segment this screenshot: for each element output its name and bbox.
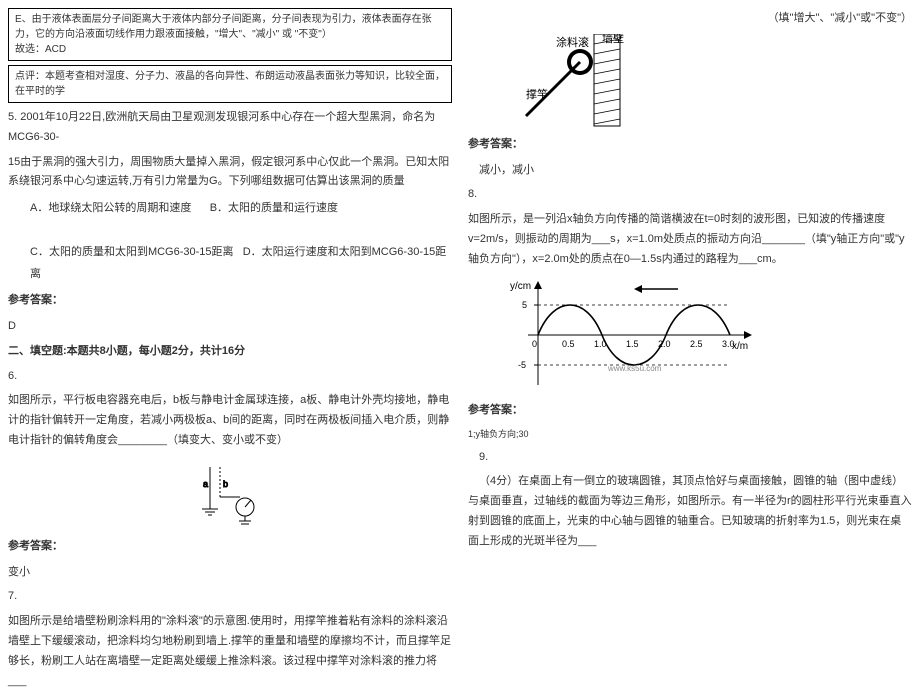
q5-options: A．地球绕太阳公转的周期和速度 B．太阳的质量和运行速度 C．太阳的质量和太阳到… (8, 197, 452, 285)
box-comment: 点评：本题考查相对湿度、分子力、液晶的各向异性、布朗运动液晶表面张力等知识，比较… (8, 65, 452, 103)
left-column: E、由于液体表面层分子间距离大于液体内部分子间距离，分子间表现为引力，液体表面存… (8, 4, 452, 696)
q5-stem-b: 15由于黑洞的强大引力，周围物质大量掉入黑洞，假定银河系中心仅此一个黑洞。已知太… (8, 153, 452, 193)
section-2-title: 二、填空题:本题共8小题，每小题2分，共计16分 (8, 342, 452, 362)
xt2: 1.5 (626, 339, 639, 349)
opt-a: A．地球绕太阳公转的周期和速度 (30, 202, 191, 214)
q8-stem: 如图所示，是一列沿x轴负方向传播的简谐横波在t=0时刻的波形图，已知波的传播速度… (468, 210, 912, 269)
wave-figure: y/cm x/m 5 -5 0.5 1.0 1.5 2.0 2.5 3.0 (498, 275, 758, 395)
ans-7: 减小，减小 (468, 161, 912, 181)
xt5: 3.0 (722, 339, 735, 349)
box-explain: E、由于液体表面层分子间距离大于液体内部分子间距离，分子间表现为引力，液体表面存… (8, 8, 452, 61)
ans-5: D (8, 317, 452, 337)
xt0: 0.5 (562, 339, 575, 349)
xt4: 2.5 (690, 339, 703, 349)
q7-number: 7. (8, 587, 452, 607)
q9-number: 9. (468, 448, 912, 468)
svg-text:0: 0 (532, 339, 537, 349)
ytick-pos: 5 (522, 300, 527, 310)
roller-label: 涂料滚 (556, 35, 589, 49)
q5-stem-a: 5. 2001年10月22日,欧洲航天局由卫星观测发现银河系中心存在一个超大型黑… (8, 108, 452, 148)
ref-ans-7-label: 参考答案： (468, 135, 912, 155)
roller-figure: 涂料滚 墙壁 撑竿 (508, 34, 628, 129)
ref-ans-6-label: 参考答案： (8, 537, 452, 557)
q9-stem: （4分）在桌面上有一倒立的玻璃圆锥，其顶点恰好与桌面接触，圆锥的轴（图中虚线）与… (468, 472, 912, 551)
ref-ans-5-label: 参考答案： (8, 291, 452, 311)
q6-number: 6. (8, 367, 452, 387)
ans-8: 1;y轴负方向;30 (468, 426, 912, 442)
svg-text:a: a (203, 479, 208, 489)
q7-stem: 如图所示是给墙壁粉刷涂料用的"涂料滚"的示意图.使用时，用撑竿推着粘有涂料的涂料… (8, 612, 452, 691)
box-e-ans: 故选：ACD (15, 44, 66, 55)
capacitor-figure: a b (185, 459, 275, 529)
wall-label: 墙壁 (602, 34, 624, 45)
watermark: www.ks5u.com (607, 364, 662, 373)
box-comment-text: 点评：本题考查相对湿度、分子力、液晶的各向异性、布朗运动液晶表面张力等知识，比较… (15, 71, 445, 97)
pole-label: 撑竿 (526, 87, 548, 101)
ytick-neg: -5 (518, 360, 526, 370)
box-e-text: E、由于液体表面层分子间距离大于液体内部分子间距离，分子间表现为引力，液体表面存… (15, 14, 432, 40)
hint-text: （填"增大"、"减小"或"不变"） (468, 9, 912, 29)
opt-c: C．太阳的质量和太阳到MCG6-30-15距离 (30, 246, 234, 258)
right-column: （填"增大"、"减小"或"不变"） 涂料滚 墙壁 撑竿 参考答案 (468, 4, 912, 696)
opt-b: B．太阳的质量和运行速度 (210, 202, 338, 214)
ref-ans-8-label: 参考答案： (468, 401, 912, 421)
svg-text:b: b (223, 479, 228, 489)
q6-stem: 如图所示，平行板电容器充电后，b板与静电计金属球连接，a板、静电计外壳均接地，静… (8, 391, 452, 450)
ylabel: y/cm (510, 281, 531, 292)
ans-6: 变小 (8, 563, 452, 583)
q8-number: 8. (468, 185, 912, 205)
